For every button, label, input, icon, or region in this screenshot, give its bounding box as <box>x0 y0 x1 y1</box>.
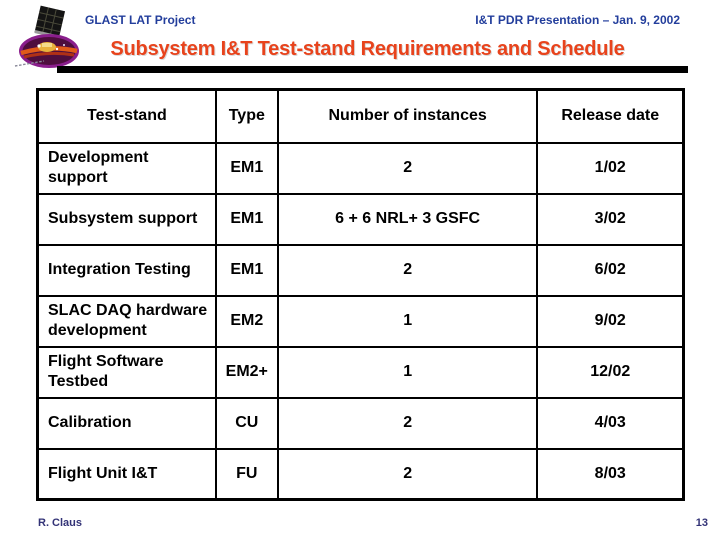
cell-instances: 2 <box>276 243 539 297</box>
project-label: GLAST LAT Project <box>85 13 196 27</box>
cell-release-date: 8/03 <box>536 447 685 501</box>
cell-test-stand: Flight Unit I&T <box>36 447 217 501</box>
cell-type: EM2 <box>214 294 279 348</box>
column-header-test-stand: Test-stand <box>36 88 217 144</box>
table-row: Development support EM1 2 1/02 <box>36 141 685 195</box>
column-header-type: Type <box>214 88 279 144</box>
table-row: SLAC DAQ hardware development EM2 1 9/02 <box>36 294 685 348</box>
test-stand-table: Test-stand Type Number of instances Rele… <box>36 88 685 501</box>
glast-logo-icon <box>14 5 79 68</box>
cell-release-date: 12/02 <box>536 345 685 399</box>
header-row: Test-stand Type Number of instances Rele… <box>36 88 685 144</box>
table-header: Test-stand Type Number of instances Rele… <box>36 88 685 144</box>
footer-page-number: 13 <box>695 517 708 529</box>
cell-test-stand: Subsystem support <box>36 192 217 246</box>
cell-test-stand: Integration Testing <box>36 243 217 297</box>
cell-type: EM1 <box>214 192 279 246</box>
presentation-label: I&T PDR Presentation – Jan. 9, 2002 <box>475 13 680 27</box>
cell-test-stand: Flight Software Testbed <box>36 345 217 399</box>
cell-release-date: 1/02 <box>536 141 685 195</box>
cell-instances: 2 <box>276 447 539 501</box>
cell-instances: 2 <box>276 396 539 450</box>
cell-type: EM2+ <box>214 345 279 399</box>
cell-instances: 1 <box>276 345 539 399</box>
cell-type: EM1 <box>214 141 279 195</box>
cell-type: CU <box>214 396 279 450</box>
cell-type: FU <box>214 447 279 501</box>
footer-author: R. Claus <box>38 517 83 529</box>
table-row: Integration Testing EM1 2 6/02 <box>36 243 685 297</box>
cell-test-stand: Development support <box>36 141 217 195</box>
cell-release-date: 6/02 <box>536 243 685 297</box>
cell-release-date: 9/02 <box>536 294 685 348</box>
column-header-release-date: Release date <box>536 88 685 144</box>
cell-instances: 6 + 6 NRL+ 3 GSFC <box>276 192 539 246</box>
cell-test-stand: Calibration <box>36 396 217 450</box>
table-row: Calibration CU 2 4/03 <box>36 396 685 450</box>
title-underline-bar <box>57 66 688 73</box>
cell-instances: 1 <box>276 294 539 348</box>
table-body: Development support EM1 2 1/02 Subsystem… <box>36 141 685 501</box>
cell-type: EM1 <box>214 243 279 297</box>
slide-title: Subsystem I&T Test-stand Requirements an… <box>110 38 625 60</box>
table-row: Subsystem support EM1 6 + 6 NRL+ 3 GSFC … <box>36 192 685 246</box>
cell-instances: 2 <box>276 141 539 195</box>
column-header-number-of-instances: Number of instances <box>276 88 539 144</box>
cell-release-date: 4/03 <box>536 396 685 450</box>
cell-release-date: 3/02 <box>536 192 685 246</box>
table-row: Flight Software Testbed EM2+ 1 12/02 <box>36 345 685 399</box>
logo-caption-squiggle <box>14 60 45 67</box>
table-row: Flight Unit I&T FU 2 8/03 <box>36 447 685 501</box>
cell-test-stand: SLAC DAQ hardware development <box>36 294 217 348</box>
